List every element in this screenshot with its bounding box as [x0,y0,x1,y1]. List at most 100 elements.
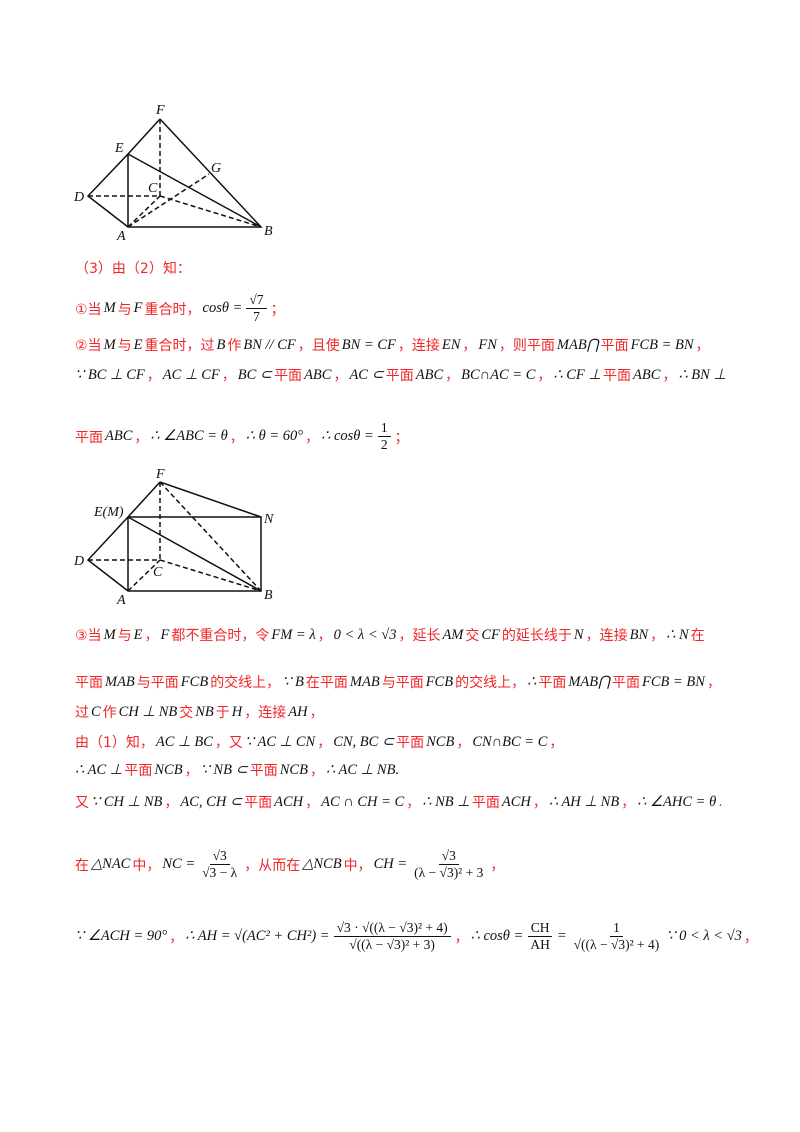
math-expression: CN, BC ⊂ [333,733,395,750]
text-segment: 由（1）知， [75,735,154,751]
denominator: √3 − λ [202,865,238,880]
math-expression: ∵ ∠ACH = 90° [75,928,168,944]
math-expression: BC∩AC = C [461,366,536,383]
fraction: 1 √((λ − √3)² + 4) [571,920,663,953]
math-expression: B [216,336,226,353]
solution-line: 在 △NAC 中， NC = √3 √3 − λ ，从而在 △NCB 中， CH = √3 (λ − … [75,848,504,881]
label-A: A [116,229,126,244]
fraction: √3 (λ − √3)² + 3 [411,848,486,881]
math-expression: ABC [105,428,133,444]
label-E: E [114,141,124,156]
math-expression: FCB = BN [630,336,694,353]
fraction: √3 · √((λ − √3)² + 4) √((λ − √3)² + 3) [333,920,451,953]
math-expression: ∴ ∠AHC = θ [637,793,717,810]
math-expression: ∴ θ = 60° [245,428,304,444]
math-expression: CF [481,626,500,643]
text-segment: 重合时， [144,301,201,318]
math-expression: NCB [279,761,308,778]
math-expression: ABC [633,366,661,383]
math-expression: M [103,300,116,316]
denominator: (λ − √3)² + 3 [414,865,484,880]
math-expression: ∴ N [666,626,689,643]
label-G: G [211,161,221,176]
label-N: N [263,512,274,527]
math-expression: 0 < λ < √3 [333,626,397,643]
text-segment: ， [537,368,552,384]
label-E-M: E(M) [93,505,124,520]
math-expression: C [91,703,101,720]
text-segment: ； [270,301,285,318]
math-expression: AC ⊥ CF [162,366,220,383]
text-segment: ， [650,628,665,644]
denominator: 2 [380,437,388,452]
math-expression: ABC [304,366,332,383]
solution-line: ∴ AC ⊥ 平面 NCB， ∵ NB ⊂ 平面 NCB， ∴ AC ⊥ NB. [75,760,399,780]
math-expression: FCB [425,673,454,690]
text-segment: ，连接 [585,628,628,644]
math-expression: AC ⊂ [349,366,384,383]
math-expression: ∴ [527,673,537,690]
text-segment: ，则平面 [498,338,555,354]
text-segment: 作 [227,338,242,354]
math-expression: FM = λ [271,626,316,643]
math-expression: ∴ ∠ABC = θ [150,428,228,444]
text-segment: ③当 [75,628,102,644]
text-segment: ， [221,368,236,384]
math-expression: FCB = BN [642,673,705,690]
math-expression: AH [288,703,308,720]
math-expression: NC = [162,856,196,872]
math-expression: NCB [426,733,455,750]
label-F: F [155,103,165,118]
text-segment: 平面 [603,368,632,384]
text-segment: 与 [117,301,132,318]
math-expression: MAB⋂ [568,673,611,690]
label-A: A [116,593,126,608]
text-segment: 与 [117,338,132,354]
text-segment: 的延长线于 [501,628,572,644]
text-segment: 平面 [274,368,303,384]
text-segment: 与平面 [136,675,179,691]
text-segment: 过 [75,705,89,721]
text-segment: ， [406,795,421,811]
solution-line: （3）由（2）知： [75,258,191,278]
denominator: 7 [253,309,260,324]
math-expression: ∴ AH = √(AC² + CH²) = [185,928,330,944]
figure-2-solid-diagram: F E(M) N C D A B [73,467,274,608]
math-expression: MAB [349,673,380,690]
text-segment: ， [144,628,159,644]
numerator: CH [527,920,553,937]
text-segment: ， [621,795,636,811]
text-segment: ， [445,368,460,384]
text-segment: ， [743,929,758,946]
denominator: √((λ − √3)² + 4) [573,937,660,952]
math-expression: ACH [274,793,304,810]
math-expression: MAB [105,673,135,690]
text-segment: ， [462,338,477,354]
numerator: √3 [209,848,230,865]
math-expression: ∴ NB ⊥ [422,793,470,810]
math-expression: H [231,703,243,720]
text-segment: ， [532,795,547,811]
math-expression: N [573,626,584,643]
math-expression: E [133,336,143,353]
label-F: F [155,467,165,482]
math-expression: AC ∩ CH = C [321,793,405,810]
text-segment: ，且使 [297,338,340,354]
math-expression: NB [195,703,214,720]
math-expression: AM [442,626,464,643]
numerator: √7 [246,292,267,309]
text-segment: ， [549,735,564,751]
solution-line: 又 ∵ CH ⊥ NB， AC, CH ⊂ 平面 ACH， AC ∩ CH = C， ∴ N… [75,792,723,812]
math-expression: CH = [373,856,408,872]
text-segment: ，连接 [397,338,440,354]
solution-line: 平面 ABC， ∴ ∠ABC = θ， ∴ θ = 60°， ∴ cosθ = 1 2； [75,420,409,453]
math-expression: ∴ BN ⊥ [678,366,727,383]
text-segment: 在 [690,628,705,644]
text-segment: ， [456,735,471,751]
text-segment: 于 [215,705,230,721]
text-segment: ， [317,735,332,751]
text-segment: ， [305,429,320,446]
text-segment: ， [309,763,324,779]
